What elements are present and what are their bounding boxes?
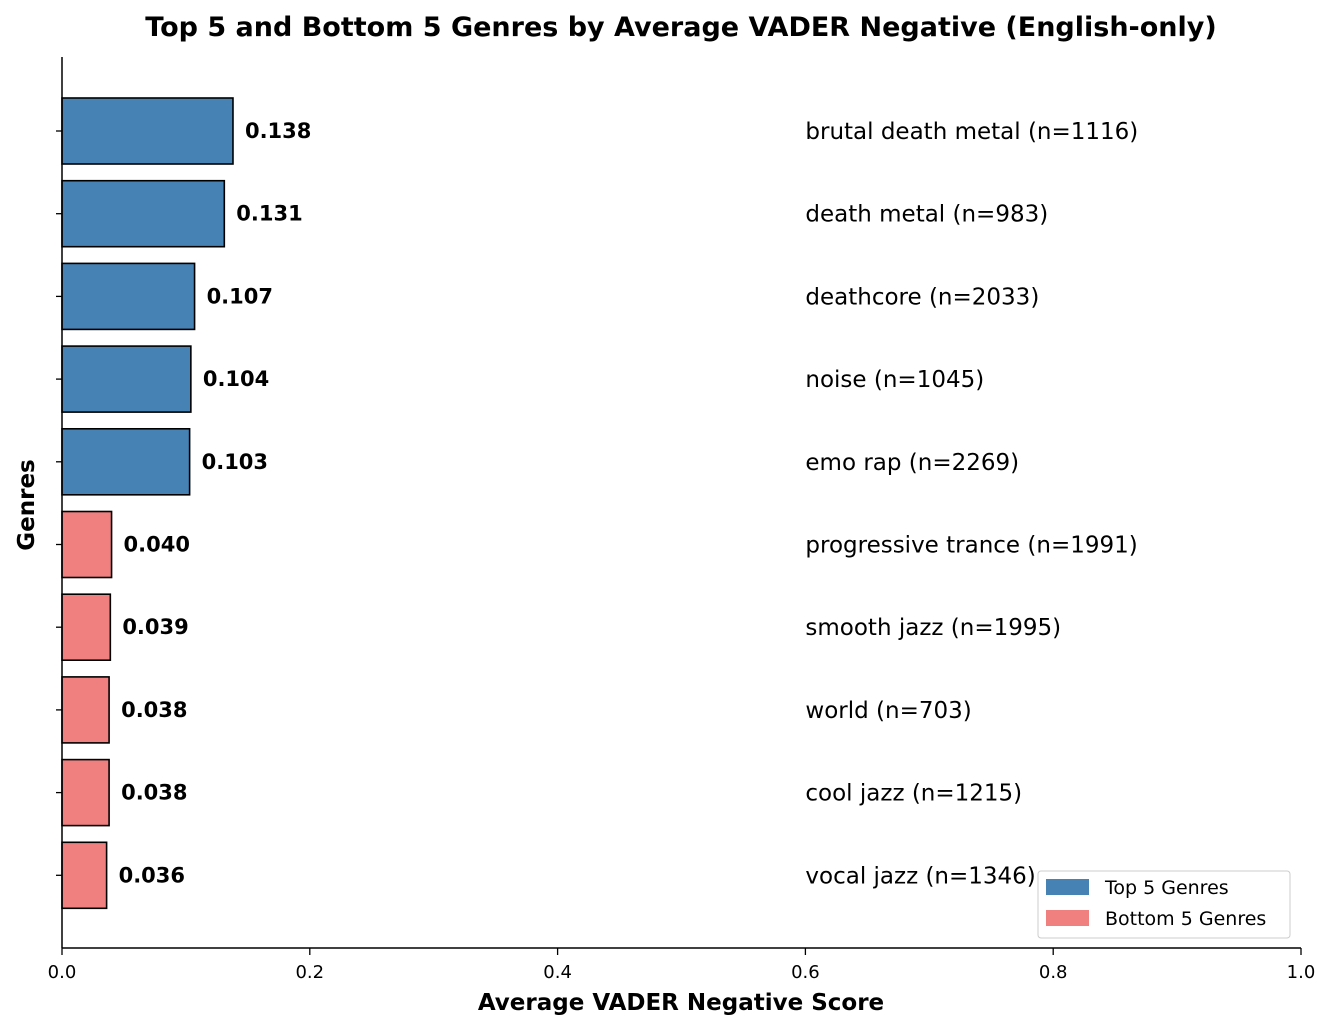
genre-label: progressive trance (n=1991) (805, 533, 1137, 559)
bar-value-label: 0.038 (121, 781, 187, 805)
y-axis-label: Genres (14, 459, 40, 550)
bar-top (61, 97, 234, 165)
genre-label: death metal (n=983) (805, 202, 1048, 228)
bar-top (61, 345, 192, 413)
x-tick-label: 0.0 (48, 962, 77, 983)
bar-bottom (61, 676, 110, 744)
genre-label: deathcore (n=2033) (805, 284, 1039, 310)
bar-bottom (61, 758, 110, 827)
legend-swatch-bottom (1046, 910, 1089, 926)
bar-value-label: 0.038 (121, 698, 187, 722)
bar-value-label: 0.040 (124, 533, 190, 557)
legend-swatch-top (1046, 879, 1089, 895)
bar-value-label: 0.138 (245, 119, 311, 143)
plot-area: 0.138 brutal death metal (n=1116) 0.131 dea… (61, 97, 1138, 910)
genre-label: emo rap (n=2269) (805, 450, 1019, 476)
bar-top (61, 179, 226, 248)
bar-bottom (61, 510, 113, 579)
bar-bottom (61, 593, 112, 662)
bar-bottom (61, 841, 108, 910)
legend: Top 5 Genres Bottom 5 Genres (1037, 870, 1291, 939)
bar-value-label: 0.103 (202, 450, 268, 474)
genre-label: cool jazz (n=1215) (805, 781, 1022, 807)
chart-title: Top 5 and Bottom 5 Genres by Average VAD… (145, 12, 1216, 43)
genre-label: vocal jazz (n=1346) (805, 863, 1035, 889)
bar-top (61, 427, 191, 496)
x-tick-label: 0.4 (543, 962, 572, 983)
legend-label-top: Top 5 Genres (1104, 877, 1229, 899)
bar-value-label: 0.131 (236, 202, 302, 226)
genre-label: noise (n=1045) (805, 367, 984, 393)
bar-value-label: 0.107 (207, 284, 273, 308)
legend-label-bottom: Bottom 5 Genres (1105, 908, 1266, 930)
x-tick-label: 0.2 (295, 962, 324, 983)
x-tick-label: 0.6 (791, 962, 820, 983)
x-ticks: 0.0 0.2 0.4 0.6 0.8 1.0 (48, 948, 1316, 983)
genre-label: world (n=703) (805, 698, 971, 724)
x-tick-label: 1.0 (1287, 962, 1316, 983)
genre-label: brutal death metal (n=1116) (805, 119, 1138, 145)
bar-value-label: 0.036 (119, 863, 185, 887)
x-tick-label: 0.8 (1039, 962, 1068, 983)
y-ticks (56, 130, 62, 876)
x-axis-label: Average VADER Negative Score (478, 990, 884, 1016)
genre-label: smooth jazz (n=1995) (805, 615, 1061, 641)
legend-frame (1037, 870, 1291, 939)
bar-value-label: 0.104 (203, 367, 269, 391)
bar-top (61, 262, 196, 331)
bar-value-label: 0.039 (122, 615, 188, 639)
